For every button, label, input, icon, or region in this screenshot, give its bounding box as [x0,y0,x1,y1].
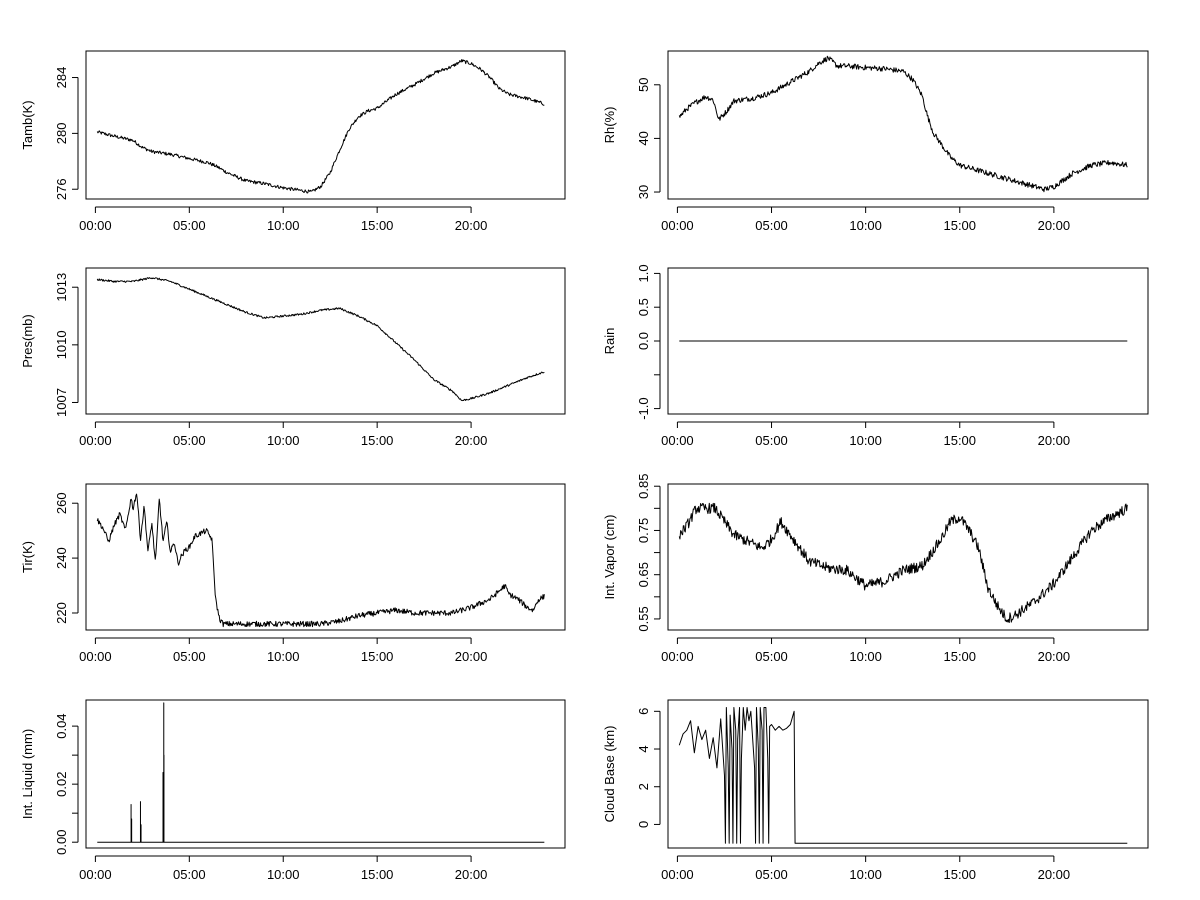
x-tick-label: 15:00 [943,649,976,664]
series-line [678,502,1128,624]
y-tick-label: 1.0 [636,264,651,282]
y-tick-label: 1013 [54,273,69,302]
x-tick-label: 00:00 [79,218,112,233]
series-line [96,493,545,628]
x-tick-label: 05:00 [755,867,788,882]
series-line [97,702,545,843]
x-tick-label: 05:00 [173,649,206,664]
y-tick-label: 1007 [54,388,69,417]
y-tick-label: 6 [636,708,651,715]
y-tick-label: -1.0 [636,397,651,419]
x-tick-label: 10:00 [849,867,882,882]
y-tick-label: 4 [636,745,651,752]
y-tick-label: 40 [636,131,651,145]
y-axis-title: Tamb(K) [20,100,35,149]
x-tick-label: 20:00 [1038,867,1071,882]
y-axis-title: Tir(K) [20,541,35,573]
y-tick-label: 0 [636,821,651,828]
x-tick-label: 10:00 [267,433,300,448]
x-tick-label: 05:00 [173,867,206,882]
y-tick-label: 260 [54,492,69,514]
x-tick-label: 15:00 [943,433,976,448]
x-tick-label: 15:00 [943,218,976,233]
y-tick-label: 1010 [54,330,69,359]
y-axis-title: Pres(mb) [20,314,35,367]
x-tick-label: 00:00 [661,433,694,448]
panel-pres-mb: 00:00 05:00 10:00 15:00 20:00 1007 1010 1013 Pre… [20,267,566,448]
y-tick-label: 284 [54,67,69,89]
y-tick-label: 0.65 [636,562,651,587]
x-tick-label: 20:00 [455,649,488,664]
x-tick-label: 10:00 [267,218,300,233]
y-axis-title: Int. Vapor (cm) [602,514,617,599]
panel-rain: 00:00 05:00 10:00 15:00 20:00 -1.0 0.0 0.5 1.0 Ra… [602,264,1149,448]
plot-frame [667,50,1149,200]
y-tick-label: 2 [636,783,651,790]
panel-int-vapor-cm: 00:00 05:00 10:00 15:00 20:00 0.55 0.65 0.75 0.8… [602,474,1149,664]
x-tick-label: 00:00 [661,867,694,882]
x-tick-label: 15:00 [943,867,976,882]
plot-frame [85,699,566,849]
plot-frame [667,267,1149,415]
x-tick-label: 00:00 [661,218,694,233]
series-line [96,277,545,402]
y-axis-title: Rain [602,328,617,355]
y-tick-label: 0.00 [54,830,69,855]
y-axis-title: Cloud Base (km) [602,726,617,823]
panel-rh: 00:00 05:00 10:00 15:00 20:00 30 40 50 Rh(%) [602,50,1149,233]
y-tick-label: 220 [54,602,69,624]
x-tick-label: 10:00 [849,218,882,233]
y-tick-label: 0.75 [636,518,651,543]
series-line [678,55,1128,193]
x-tick-label: 20:00 [1038,218,1071,233]
x-tick-label: 00:00 [79,433,112,448]
x-tick-label: 05:00 [173,218,206,233]
series-line [96,59,545,194]
x-tick-label: 00:00 [79,867,112,882]
y-tick-label: 0.5 [636,298,651,316]
y-tick-label: 0.0 [636,332,651,350]
y-tick-label: 0.85 [636,474,651,499]
y-axis-title: Rh(%) [602,107,617,144]
x-tick-label: 20:00 [455,867,488,882]
plot-frame [85,483,566,631]
x-tick-label: 05:00 [755,433,788,448]
x-tick-label: 00:00 [79,649,112,664]
x-tick-label: 05:00 [755,218,788,233]
plot-frame [85,50,566,200]
y-axis-title: Int. Liquid (mm) [20,729,35,819]
y-tick-label: 240 [54,547,69,569]
panel-tamb-k: 00:00 05:00 10:00 15:00 20:00 276 280 284 Tamb(K… [20,50,566,233]
x-tick-label: 20:00 [1038,649,1071,664]
panel-tir-k: 00:00 05:00 10:00 15:00 20:00 220 240 260 Tir(K) [20,483,566,664]
x-tick-label: 10:00 [849,433,882,448]
y-tick-label: 276 [54,178,69,200]
x-tick-label: 05:00 [173,433,206,448]
plot-frame [85,267,566,415]
y-tick-label: 50 [636,78,651,92]
panel-cloud-base-km: 00:00 05:00 10:00 15:00 20:00 0 2 4 6 Cloud Base … [602,699,1149,882]
x-tick-label: 15:00 [361,867,394,882]
plot-frame [667,483,1149,631]
series-line [678,707,1128,844]
x-tick-label: 05:00 [755,649,788,664]
plot-frame [667,699,1149,849]
y-tick-label: 0.04 [54,713,69,738]
y-tick-label: 0.02 [54,772,69,797]
y-tick-label: 0.55 [636,606,651,631]
panel-int-liquid-mm: 00:00 05:00 10:00 15:00 20:00 0.00 0.02 0.04 Int… [20,699,566,882]
x-tick-label: 10:00 [267,649,300,664]
x-tick-label: 15:00 [361,433,394,448]
x-tick-label: 10:00 [849,649,882,664]
y-tick-label: 280 [54,123,69,145]
x-tick-label: 20:00 [1038,433,1071,448]
x-tick-label: 10:00 [267,867,300,882]
x-tick-label: 20:00 [455,218,488,233]
y-tick-label: 30 [636,185,651,199]
x-tick-label: 00:00 [661,649,694,664]
x-tick-label: 15:00 [361,218,394,233]
x-tick-label: 15:00 [361,649,394,664]
x-tick-label: 20:00 [455,433,488,448]
